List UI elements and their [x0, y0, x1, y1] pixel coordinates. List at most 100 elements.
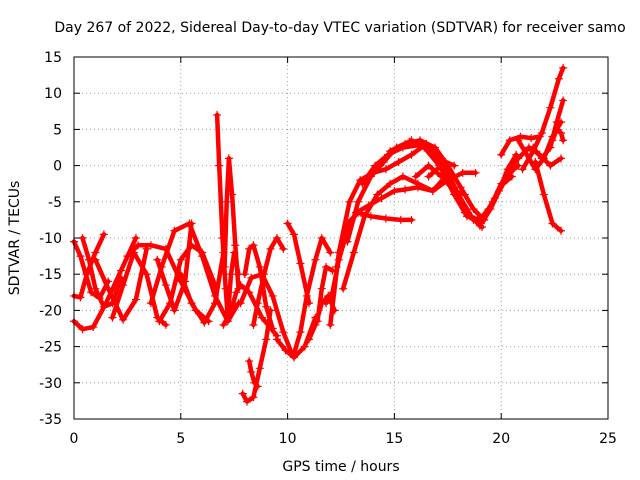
data-point-marker: [91, 248, 100, 257]
data-point-marker: [296, 259, 305, 268]
data-point-marker: [497, 179, 506, 188]
data-point-marker: [349, 248, 358, 257]
data-point-marker: [480, 215, 489, 224]
data-point-marker: [219, 320, 228, 329]
axis-ticks: 0 5 10 15 20 25 -35 -30 -25 -20 -15 -10 -5 0 5 10 15: [39, 50, 617, 447]
data-point-marker: [381, 214, 390, 223]
data-point-marker: [422, 143, 431, 152]
data-point-marker: [552, 118, 561, 127]
data-point-marker: [198, 248, 207, 257]
data-point-marker: [161, 281, 170, 290]
data-point-marker: [290, 230, 299, 239]
data-point-marker: [266, 244, 275, 253]
data-point-marker: [76, 293, 85, 302]
data-point-marker: [428, 186, 437, 195]
y-tick-label: 15: [44, 50, 62, 66]
data-point-marker: [322, 262, 331, 271]
data-point-marker: [283, 219, 292, 228]
data-point-marker: [255, 262, 264, 271]
data-point-marker: [155, 317, 164, 326]
data-point-marker: [497, 150, 506, 159]
data-point-marker: [554, 74, 563, 83]
data-point-marker: [249, 320, 258, 329]
data-point-marker: [231, 241, 240, 250]
data-point-marker: [222, 197, 231, 206]
series-pass-37: [480, 161, 523, 224]
data-point-marker: [131, 234, 140, 242]
data-point-marker: [187, 241, 196, 250]
data-point-marker: [503, 168, 512, 177]
data-point-marker: [424, 161, 433, 170]
data-point-marker: [317, 284, 326, 293]
data-point-marker: [104, 284, 113, 293]
data-point-marker: [546, 103, 555, 112]
series-line: [157, 242, 218, 324]
series-pass-5: [91, 244, 151, 324]
data-point-marker: [394, 157, 403, 166]
series-pass-33: [411, 161, 469, 199]
data-point-marker: [539, 190, 548, 199]
data-point-marker: [226, 270, 235, 279]
data-point-marker: [407, 136, 416, 145]
data-point-marker: [559, 136, 568, 145]
data-point-marker: [170, 306, 179, 315]
data-point-marker: [200, 318, 209, 327]
x-tick-label: 0: [70, 431, 79, 447]
data-point-marker: [220, 262, 229, 271]
data-point-marker: [537, 129, 546, 138]
data-point-marker: [450, 161, 459, 170]
series-line: [222, 156, 241, 291]
data-point-marker: [221, 284, 230, 293]
data-point-marker: [514, 136, 523, 145]
data-point-marker: [279, 328, 288, 337]
y-tick-label: -15: [39, 267, 62, 283]
data-point-marker: [450, 186, 459, 195]
data-point-marker: [386, 147, 395, 156]
data-point-marker: [82, 270, 91, 279]
grid: [74, 57, 608, 419]
series-pass-9: [153, 219, 196, 315]
data-point-marker: [210, 299, 219, 308]
series-line: [387, 138, 487, 223]
data-point-marker: [304, 335, 313, 344]
data-point-marker: [401, 185, 410, 194]
data-point-marker: [262, 335, 271, 344]
data-point-marker: [401, 139, 410, 148]
series-pass-15: [236, 270, 296, 358]
data-point-marker: [187, 299, 196, 308]
data-point-marker: [187, 219, 196, 228]
data-point-marker: [326, 248, 335, 257]
data-point-marker: [433, 165, 442, 174]
series-line: [251, 235, 286, 328]
data-point-marker: [247, 367, 256, 376]
data-point-marker: [339, 284, 348, 293]
series-pass-36: [467, 150, 521, 230]
data-point-marker: [469, 205, 478, 214]
data-point-marker: [514, 154, 523, 163]
data-point-marker: [488, 197, 497, 206]
y-axis-label: SDTVAR / TECUs: [7, 181, 23, 296]
data-point-marker: [471, 168, 480, 177]
data-point-marker: [176, 270, 185, 279]
data-point-marker: [317, 234, 326, 242]
data-point-marker: [458, 201, 467, 210]
y-tick-label: -25: [39, 340, 62, 356]
chart-title: Day 267 of 2022, Sidereal Day-to-day VTE…: [54, 20, 625, 36]
series-pass-18: [249, 234, 288, 329]
series-line: [550, 127, 566, 143]
data-point-marker: [546, 161, 555, 170]
series-line: [426, 159, 457, 179]
data-point-marker: [518, 165, 527, 174]
series-pass-19: [245, 357, 262, 391]
data-point-marker: [228, 190, 237, 199]
data-point-marker: [424, 172, 433, 181]
series-line: [221, 282, 280, 338]
series-pass-43: [531, 157, 566, 235]
y-tick-label: -20: [39, 303, 62, 319]
data-point-marker: [213, 110, 222, 119]
y-tick-label: -30: [39, 376, 62, 392]
data-point-marker: [176, 255, 185, 264]
data-point-marker: [548, 219, 557, 228]
data-point-marker: [322, 299, 331, 308]
data-point-marker: [467, 212, 476, 221]
